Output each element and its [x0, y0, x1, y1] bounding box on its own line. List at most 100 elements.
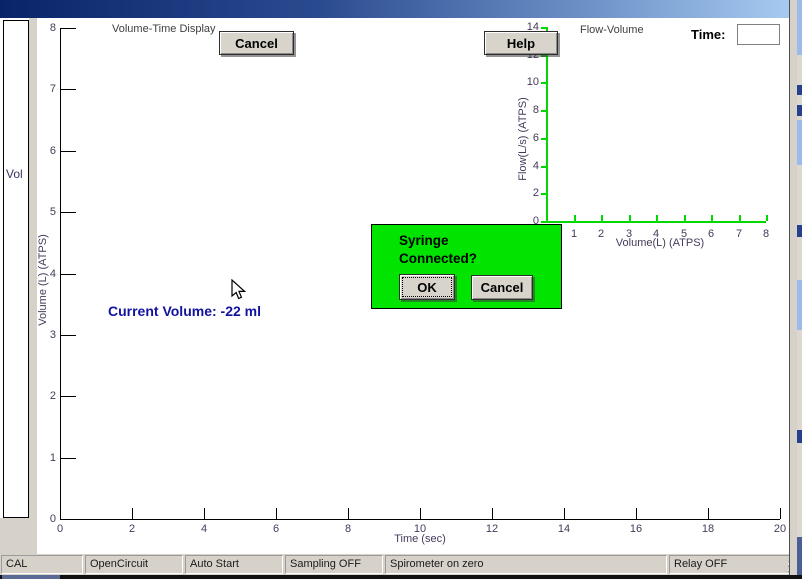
x-tick-mark — [276, 508, 277, 519]
y-tick-label: 5 — [49, 206, 56, 218]
dialog-cancel-button[interactable]: Cancel — [471, 275, 533, 300]
y-tick-label: 1 — [49, 452, 56, 464]
window-right-margin — [790, 0, 797, 575]
y-tick-mark — [541, 166, 546, 168]
x-tick-label: 14 — [557, 523, 571, 535]
background-fragment — [797, 105, 802, 116]
x-tick-label: 8 — [762, 228, 770, 240]
y-tick-mark — [61, 151, 76, 152]
left-margin-strip — [29, 18, 37, 554]
x-tick-mark — [420, 508, 421, 519]
x-tick-label: 20 — [773, 523, 787, 535]
x-tick-label: 3 — [625, 228, 633, 240]
background-fragment — [797, 120, 802, 165]
dialog-text-line1: Syringe — [399, 233, 449, 248]
x-tick-label: 0 — [56, 523, 64, 535]
x-tick-label: 8 — [344, 523, 352, 535]
x-tick-mark — [711, 215, 713, 221]
background-fragment — [797, 85, 802, 95]
y-tick-label: 0 — [49, 513, 56, 525]
y-tick-mark — [61, 519, 76, 520]
y-tick-mark — [61, 396, 76, 397]
background-fragment — [797, 430, 802, 443]
x-tick-label: 18 — [701, 523, 715, 535]
x-tick-label: 2 — [597, 228, 605, 240]
x-tick-mark — [629, 215, 631, 221]
x-tick-mark — [348, 508, 349, 519]
status-panel-sampling: Sampling OFF — [285, 555, 383, 574]
time-input[interactable] — [737, 24, 780, 45]
y-tick-mark — [61, 212, 76, 213]
status-panel-cal: CAL — [1, 555, 83, 574]
background-window-sliver — [797, 0, 802, 579]
x-tick-mark — [656, 215, 658, 221]
y-tick-mark — [541, 193, 546, 195]
y-tick-label: 2 — [532, 187, 539, 199]
x-tick-mark — [766, 215, 768, 221]
status-panel-autostart: Auto Start — [185, 555, 283, 574]
x-tick-mark — [601, 215, 603, 221]
x-tick-mark — [564, 508, 565, 519]
x-tick-label: 1 — [570, 228, 578, 240]
help-button[interactable]: Help — [484, 31, 558, 55]
status-panel-circuit: OpenCircuit — [85, 555, 183, 574]
x-tick-mark — [684, 215, 686, 221]
left-margin-lower — [0, 518, 29, 554]
y-tick-label: 4 — [49, 268, 56, 280]
vol-side-panel[interactable]: Vol — [3, 20, 29, 518]
y-tick-mark — [61, 335, 76, 336]
x-tick-label: 4 — [652, 228, 660, 240]
volume-time-chart-title: Volume-Time Display — [112, 23, 216, 35]
y-tick-mark — [61, 28, 76, 29]
x-tick-label: 10 — [413, 523, 427, 535]
y-tick-mark — [61, 458, 76, 459]
title-bar[interactable]: OMI Spirometry Main Program - Version 5.… — [0, 0, 790, 18]
bottom-edge-blue-segment — [2, 575, 60, 579]
y-tick-label: 0 — [532, 215, 539, 227]
y-tick-mark — [61, 274, 76, 275]
background-fragment — [797, 225, 802, 237]
background-fragment — [797, 537, 802, 575]
current-volume-readout: Current Volume: -22 ml — [108, 303, 261, 319]
x-tick-label: 16 — [629, 523, 643, 535]
y-tick-mark — [541, 55, 546, 57]
x-tick-label: 6 — [272, 523, 280, 535]
cancel-top-button[interactable]: Cancel — [219, 31, 294, 55]
time-axis-label: Time (sec) — [394, 533, 446, 545]
dialog-text-line2: Connected? — [399, 251, 478, 266]
x-tick-label: 2 — [128, 523, 136, 535]
flow-volume-chart-title: Flow-Volume — [580, 24, 644, 36]
x-tick-mark — [708, 508, 709, 519]
y-tick-label: 3 — [49, 329, 56, 341]
status-panel-relay: Relay OFF — [669, 555, 796, 574]
mouse-cursor — [231, 279, 247, 300]
x-tick-mark — [739, 215, 741, 221]
status-bar: CAL OpenCircuit Auto Start Sampling OFF … — [0, 554, 802, 575]
x-tick-mark — [574, 215, 576, 221]
dialog-ok-button[interactable]: OK — [399, 274, 455, 300]
x-tick-label: 7 — [735, 228, 743, 240]
x-tick-mark — [780, 508, 781, 519]
y-tick-label: 4 — [532, 160, 539, 172]
x-tick-mark — [492, 508, 493, 519]
y-tick-label: 6 — [532, 132, 539, 144]
x-tick-mark — [636, 508, 637, 519]
x-axis-line — [546, 221, 766, 223]
time-label: Time: — [691, 27, 726, 42]
y-tick-label: 2 — [49, 390, 56, 402]
x-tick-mark — [60, 508, 61, 519]
y-axis-line — [60, 28, 61, 520]
y-tick-mark — [541, 221, 546, 223]
y-tick-mark — [541, 110, 546, 112]
y-tick-label: 10 — [526, 76, 539, 88]
y-tick-label: 14 — [526, 21, 539, 33]
x-axis-line — [60, 519, 780, 520]
x-tick-mark — [204, 508, 205, 519]
x-tick-label: 4 — [200, 523, 208, 535]
y-tick-mark — [541, 27, 546, 29]
background-fragment — [797, 0, 802, 55]
y-tick-label: 6 — [49, 145, 56, 157]
fv-volume-axis-label: Volume(L) (ATPS) — [615, 237, 705, 249]
x-tick-label: 12 — [485, 523, 499, 535]
